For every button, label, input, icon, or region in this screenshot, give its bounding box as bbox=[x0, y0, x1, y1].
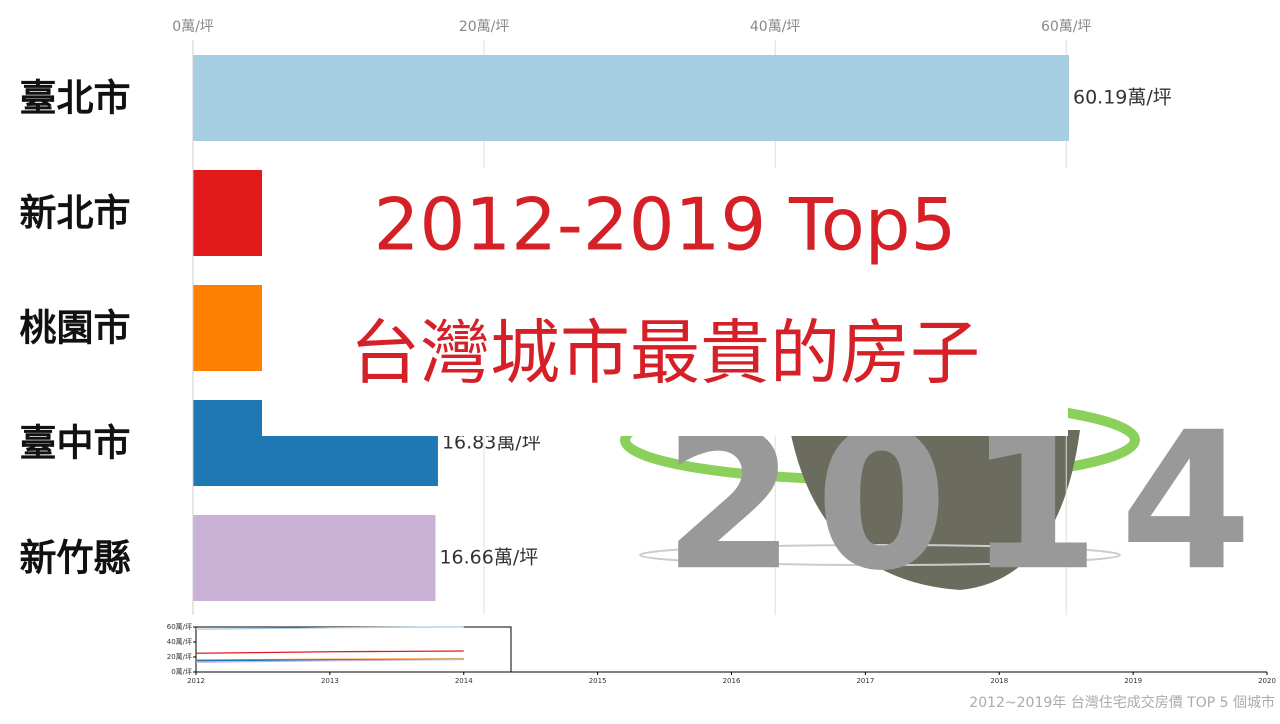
x-tick-label: 2012 bbox=[187, 677, 205, 685]
timeline-frame bbox=[195, 626, 512, 673]
value-label: 60.19萬/坪 bbox=[1073, 87, 1172, 109]
bar bbox=[193, 515, 436, 601]
bar bbox=[193, 55, 1070, 141]
x-tick-label: 20萬/坪 bbox=[459, 19, 510, 35]
value-label: 16.83萬/坪 bbox=[442, 432, 541, 454]
y-tick-label: 20萬/坪 bbox=[167, 652, 192, 661]
series-line bbox=[195, 658, 464, 663]
category-label: 新北市 bbox=[20, 192, 131, 235]
x-tick-label: 60萬/坪 bbox=[1041, 19, 1092, 35]
category-label: 新竹縣 bbox=[20, 537, 131, 580]
x-tick-label: 2019 bbox=[1124, 677, 1142, 685]
title-box bbox=[262, 168, 1068, 436]
y-tick-label: 40萬/坪 bbox=[167, 637, 192, 646]
x-tick-label: 0萬/坪 bbox=[172, 19, 214, 35]
y-tick-label: 0萬/坪 bbox=[171, 667, 192, 676]
caption: 2012~2019年 台灣住宅成交房價 TOP 5 個城市 bbox=[969, 694, 1275, 711]
series-line bbox=[195, 626, 464, 630]
x-tick-label: 2013 bbox=[321, 677, 339, 685]
x-tick-label: 2020 bbox=[1258, 677, 1276, 685]
x-tick-label: 2017 bbox=[856, 677, 874, 685]
x-tick-label: 40萬/坪 bbox=[750, 19, 801, 35]
decor-shape bbox=[790, 430, 1080, 590]
x-tick-label: 2018 bbox=[990, 677, 1008, 685]
category-label: 臺北市 bbox=[20, 77, 131, 120]
value-label: 16.66萬/坪 bbox=[439, 547, 538, 569]
series-line bbox=[195, 650, 464, 654]
chart-subtitle: 台灣城市最貴的房子 bbox=[350, 312, 980, 394]
x-tick-label: 2014 bbox=[455, 677, 473, 685]
decor-shadow bbox=[639, 544, 1121, 566]
category-label: 桃園市 bbox=[20, 307, 131, 350]
y-tick-label: 60萬/坪 bbox=[167, 622, 192, 631]
category-label: 臺中市 bbox=[20, 422, 131, 465]
x-tick-label: 2016 bbox=[723, 677, 741, 685]
chart-title: 2012-2019 Top5 bbox=[374, 183, 957, 267]
x-tick-label: 2015 bbox=[589, 677, 607, 685]
